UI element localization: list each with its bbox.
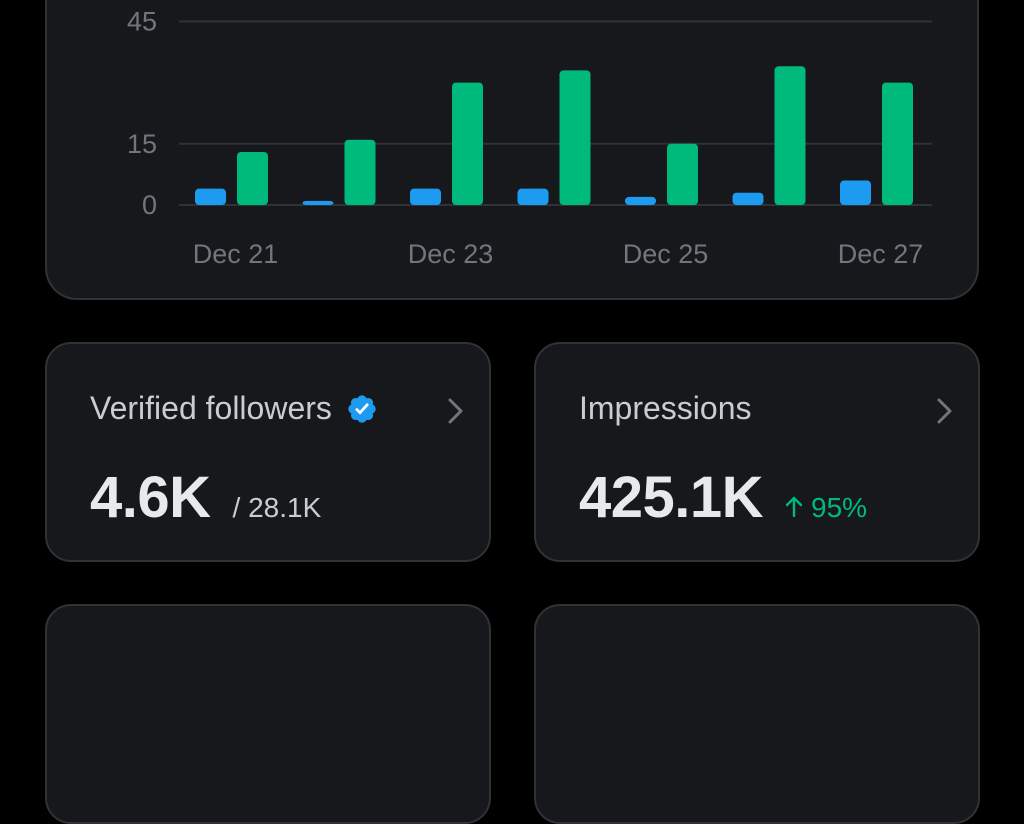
x-tick-label: Dec 25: [623, 239, 709, 269]
impressions-title: Impressions: [579, 390, 752, 426]
stat-card-partial-right[interactable]: [534, 604, 980, 824]
engagement-chart-card: 45 15 0 Dec 21 Dec 23 Dec 25 Dec 27: [45, 0, 979, 300]
verified-badge-icon: [348, 394, 376, 423]
bar-series-blue-dec-22: [302, 200, 334, 205]
chevron-right-icon[interactable]: [445, 396, 467, 426]
bar-series-green-dec-27: [882, 82, 913, 205]
verified-followers-card[interactable]: Verified followers 4.6K / 28.1K: [45, 342, 491, 562]
impressions-change: 95%: [785, 492, 867, 524]
bar-series-green-dec-21: [237, 151, 268, 205]
x-tick-label: Dec 27: [838, 239, 924, 269]
y-tick-label: 0: [142, 190, 157, 220]
engagement-bar-chart: 45 15 0 Dec 21 Dec 23 Dec 25 Dec 27: [127, 6, 932, 269]
bar-series-blue-dec-23: [410, 188, 441, 205]
bar-series-blue-dec-25: [625, 196, 656, 205]
stat-card-partial-left[interactable]: [45, 604, 491, 824]
impressions-value: 425.1K: [579, 465, 764, 530]
bar-series-blue-dec-21: [195, 188, 226, 205]
bar-series-green-dec-23: [452, 82, 483, 205]
impressions-title-row: Impressions: [579, 390, 752, 427]
chevron-right-icon[interactable]: [934, 396, 956, 426]
bar-series-green-dec-25: [667, 143, 698, 205]
y-tick-label: 45: [127, 6, 157, 36]
verified-followers-value: 4.6K: [90, 465, 211, 530]
impressions-card[interactable]: Impressions 425.1K 95%: [534, 342, 980, 562]
impressions-change-value: 95%: [811, 492, 868, 523]
bar-series-green-dec-26: [774, 66, 806, 205]
arrow-up-icon: [785, 496, 803, 517]
verified-followers-title-row: Verified followers: [90, 390, 378, 427]
verified-followers-value-row: 4.6K / 28.1K: [90, 464, 321, 531]
x-tick-label: Dec 21: [193, 239, 279, 269]
bar-series-blue-dec-26: [732, 192, 764, 205]
x-tick-label: Dec 23: [408, 239, 494, 269]
bar-series-blue-dec-27: [840, 180, 871, 205]
bar-series-blue-dec-24: [517, 188, 549, 205]
y-tick-label: 15: [127, 129, 157, 159]
impressions-value-row: 425.1K 95%: [579, 464, 867, 531]
total-followers-value: / 28.1K: [232, 492, 322, 523]
bar-series-green-dec-22: [344, 139, 376, 205]
bar-series-green-dec-24: [559, 70, 591, 205]
verified-followers-title: Verified followers: [90, 390, 332, 426]
